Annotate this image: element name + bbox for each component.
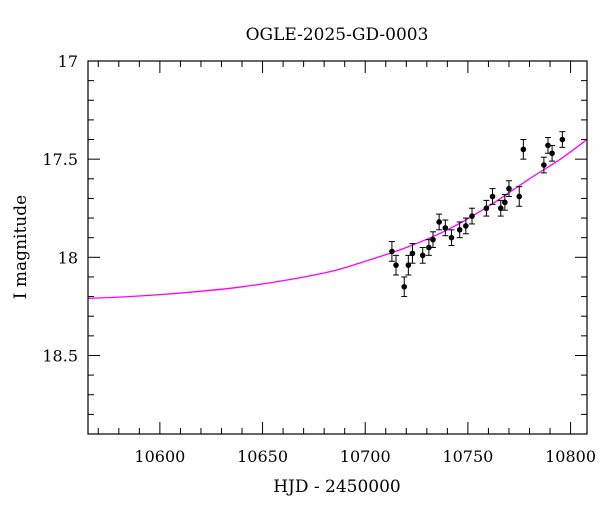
x-tick-label: 10700 [340, 447, 391, 466]
data-marker [419, 252, 426, 259]
data-marker [409, 250, 416, 257]
data-point [405, 254, 412, 276]
data-marker [436, 219, 442, 225]
tick-labels: 10600 10650 10700 10750 10800 17 17.5 18 18.5 [42, 52, 596, 466]
data-marker [520, 146, 527, 153]
data-marker [516, 193, 523, 200]
data-point [540, 156, 547, 174]
data-marker [502, 199, 508, 206]
model-curve [87, 138, 588, 300]
data-marker [442, 225, 449, 231]
data-point [501, 193, 508, 211]
chart-title: OGLE-2025-GD-0003 [246, 25, 429, 45]
data-point [442, 219, 449, 237]
data-point [393, 254, 400, 276]
data-point [483, 199, 490, 217]
data-marker [541, 162, 547, 168]
data-point [456, 221, 463, 239]
data-point [388, 241, 395, 262]
x-tick-label: 10600 [134, 447, 185, 466]
data-point [419, 247, 426, 264]
x-tick-label: 10750 [442, 447, 493, 466]
data-point [409, 243, 416, 264]
data-marker [463, 223, 469, 229]
data-point [436, 213, 443, 231]
data-marker [559, 136, 566, 143]
x-tick-label: 10650 [237, 447, 288, 466]
x-axis-label: HJD - 2450000 [273, 477, 401, 497]
plot-area [87, 131, 588, 300]
x-tick-label: 10800 [545, 447, 596, 466]
data-point [549, 144, 556, 162]
data-marker [489, 193, 496, 200]
y-tick-label: 17 [58, 52, 78, 71]
data-marker [456, 227, 463, 233]
y-tick-label: 18.5 [42, 346, 78, 365]
data-point [489, 188, 496, 205]
data-point [401, 276, 408, 298]
y-axis-label: I magnitude [11, 195, 31, 299]
data-point [520, 139, 527, 160]
data-marker [405, 262, 412, 268]
data-marker [393, 262, 399, 268]
data-marker [426, 244, 432, 251]
data-marker [506, 185, 512, 192]
data-point [497, 199, 504, 217]
data-marker [401, 283, 408, 290]
data-point [448, 229, 455, 247]
y-tick-label: 18 [58, 248, 78, 267]
data-point [505, 180, 512, 197]
axis-ticks [88, 60, 587, 435]
data-point [462, 217, 469, 235]
data-marker [389, 248, 395, 255]
plot-frame [87, 60, 588, 435]
data-point [544, 137, 551, 154]
data-marker [430, 236, 436, 243]
data-point [469, 207, 476, 225]
data-marker [545, 142, 551, 149]
data-marker [469, 213, 475, 219]
data-marker [448, 234, 455, 241]
data-marker [549, 150, 555, 157]
data-marker [497, 205, 504, 212]
data-marker [483, 205, 490, 212]
data-point [429, 231, 436, 248]
data-point [559, 131, 566, 148]
data-point [516, 186, 523, 207]
y-tick-label: 17.5 [42, 150, 78, 169]
